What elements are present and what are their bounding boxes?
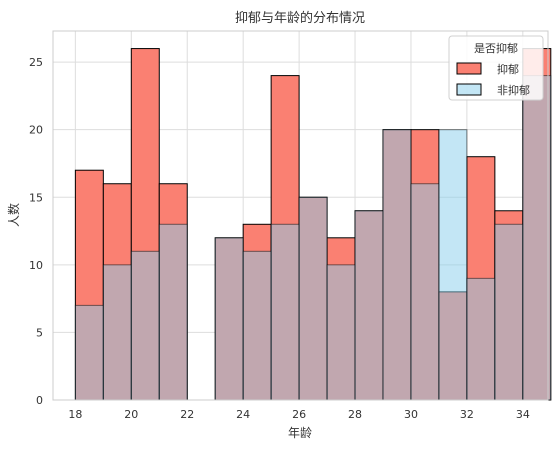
bar-not-depressed (354, 210, 384, 401)
legend-title: 是否抑郁 (474, 41, 518, 55)
x-tick-label: 26 (292, 408, 306, 421)
x-tick-label: 28 (348, 408, 362, 421)
chart-title: 抑郁与年龄的分布情况 (235, 10, 365, 26)
legend-swatch-not-depressed (456, 83, 482, 96)
x-tick-label: 22 (180, 408, 194, 421)
bar-not-depressed (130, 250, 160, 401)
bar-not-depressed (298, 196, 328, 401)
legend-label-depressed: 抑郁 (497, 62, 519, 76)
x-tick-label: 34 (516, 408, 530, 421)
x-tick-label: 30 (404, 408, 418, 421)
bar-not-depressed (74, 304, 104, 401)
legend-label-not-depressed: 非抑郁 (497, 83, 530, 97)
x-axis-label: 年龄 (288, 426, 312, 440)
bar-not-depressed (242, 250, 272, 401)
bars (74, 48, 552, 401)
y-tick-label: 10 (29, 259, 43, 272)
y-tick-label: 20 (29, 124, 43, 137)
bar-not-depressed (522, 75, 552, 401)
bar-not-depressed (102, 264, 132, 401)
x-tick-label: 20 (124, 408, 138, 421)
y-axis-label: 人数 (6, 203, 21, 227)
y-tick-label: 5 (36, 326, 43, 339)
y-tick-label: 0 (36, 394, 43, 407)
y-tick-label: 15 (29, 191, 43, 204)
bar-not-depressed (382, 129, 412, 401)
x-tick-label: 18 (68, 408, 82, 421)
bar-not-depressed (410, 183, 440, 401)
bar-not-depressed (326, 264, 356, 401)
x-tick-label: 32 (460, 408, 474, 421)
legend: 是否抑郁 抑郁 非抑郁 (448, 35, 544, 101)
bar-not-depressed (494, 223, 524, 401)
x-tick-label: 24 (236, 408, 250, 421)
bar-not-depressed (466, 277, 496, 401)
bar-not-depressed (438, 129, 468, 401)
bar-not-depressed (158, 223, 188, 401)
bar-not-depressed (270, 223, 300, 401)
axis-ticks: 18 20 22 24 26 28 30 32 34 0 5 10 15 20 25 (29, 56, 530, 421)
y-tick-label: 25 (29, 56, 43, 69)
legend-swatch-depressed (456, 62, 482, 75)
bar-not-depressed (214, 237, 244, 401)
plot-frame (52, 30, 549, 401)
